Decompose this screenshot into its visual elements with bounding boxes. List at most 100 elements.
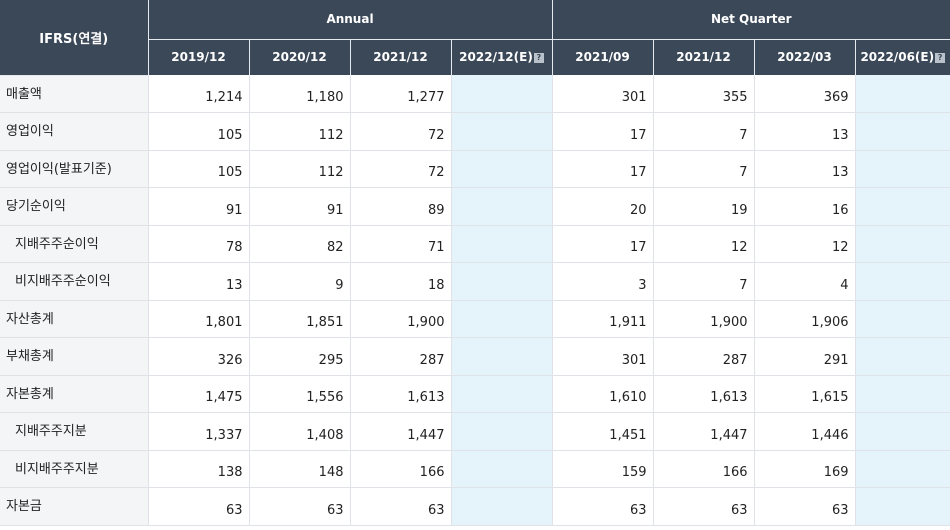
value-cell: 1,214 xyxy=(148,75,250,113)
value-cell: 1,615 xyxy=(754,375,856,413)
value-cell: 1,911 xyxy=(552,300,654,338)
estimate-cell xyxy=(451,412,553,451)
annual-header: Annual xyxy=(148,0,553,40)
value-cell: 13 xyxy=(754,112,856,151)
value-cell: 166 xyxy=(350,450,452,488)
value-cell: 1,851 xyxy=(249,300,351,338)
value-cell: 355 xyxy=(653,75,755,113)
row-label: 비지배주주지분 xyxy=(0,450,149,488)
estimate-cell xyxy=(855,450,950,488)
value-cell: 1,447 xyxy=(350,412,452,451)
value-cell: 1,451 xyxy=(552,412,654,451)
row-label: 영업이익 xyxy=(0,112,149,151)
value-cell: 17 xyxy=(552,150,654,188)
estimate-cell xyxy=(855,112,950,151)
value-cell: 138 xyxy=(148,450,250,488)
value-cell: 326 xyxy=(148,337,250,376)
value-cell: 72 xyxy=(350,112,452,151)
table-row: 자산총계 1,801 1,851 1,900 1,911 1,900 1,906 xyxy=(0,300,950,338)
value-cell: 1,556 xyxy=(249,375,351,413)
table-row: 지배주주순이익 78 82 71 17 12 12 xyxy=(0,225,950,263)
period-header: 2021/09 xyxy=(552,39,654,75)
table-row: 자본총계 1,475 1,556 1,613 1,610 1,613 1,615 xyxy=(0,375,950,413)
ifrs-header: IFRS(연결) xyxy=(0,0,149,76)
estimate-cell xyxy=(855,75,950,113)
value-cell: 91 xyxy=(148,187,250,226)
value-cell: 91 xyxy=(249,187,351,226)
value-cell: 7 xyxy=(653,112,755,151)
value-cell: 1,277 xyxy=(350,75,452,113)
estimate-cell xyxy=(451,337,553,376)
table-row: 부채총계 326 295 287 301 287 291 xyxy=(0,337,950,376)
value-cell: 7 xyxy=(653,150,755,188)
row-label: 매출액 xyxy=(0,75,149,113)
estimate-cell xyxy=(451,450,553,488)
table-row: 비지배주주지분 138 148 166 159 166 169 xyxy=(0,450,950,488)
value-cell: 17 xyxy=(552,225,654,263)
value-cell: 16 xyxy=(754,187,856,226)
estimate-cell xyxy=(855,150,950,188)
value-cell: 1,613 xyxy=(350,375,452,413)
row-label: 자본총계 xyxy=(0,375,149,413)
value-cell: 1,180 xyxy=(249,75,351,113)
value-cell: 1,906 xyxy=(754,300,856,338)
estimate-cell xyxy=(451,487,553,526)
value-cell: 112 xyxy=(249,150,351,188)
estimate-cell xyxy=(855,262,950,301)
value-cell: 12 xyxy=(653,225,755,263)
value-cell: 71 xyxy=(350,225,452,263)
table-row: 영업이익 105 112 72 17 7 13 xyxy=(0,112,950,151)
value-cell: 1,610 xyxy=(552,375,654,413)
estimate-cell xyxy=(451,225,553,263)
value-cell: 12 xyxy=(754,225,856,263)
table-row: 매출액 1,214 1,180 1,277 301 355 369 xyxy=(0,75,950,113)
estimate-cell xyxy=(451,262,553,301)
value-cell: 1,900 xyxy=(350,300,452,338)
value-cell: 301 xyxy=(552,337,654,376)
value-cell: 112 xyxy=(249,112,351,151)
row-label: 자본금 xyxy=(0,487,149,526)
value-cell: 1,447 xyxy=(653,412,755,451)
value-cell: 291 xyxy=(754,337,856,376)
row-label: 부채총계 xyxy=(0,337,149,376)
period-header-estimate: 2022/06(E)? xyxy=(855,39,950,75)
value-cell: 287 xyxy=(350,337,452,376)
value-cell: 63 xyxy=(249,487,351,526)
estimate-cell xyxy=(855,375,950,413)
value-cell: 63 xyxy=(350,487,452,526)
value-cell: 20 xyxy=(552,187,654,226)
value-cell: 1,446 xyxy=(754,412,856,451)
estimate-cell xyxy=(451,375,553,413)
value-cell: 82 xyxy=(249,225,351,263)
value-cell: 148 xyxy=(249,450,351,488)
value-cell: 63 xyxy=(552,487,654,526)
value-cell: 105 xyxy=(148,150,250,188)
value-cell: 63 xyxy=(148,487,250,526)
value-cell: 301 xyxy=(552,75,654,113)
table-body: 매출액 1,214 1,180 1,277 301 355 369 영업이익 105 112 72 1… xyxy=(0,75,950,526)
value-cell: 9 xyxy=(249,262,351,301)
estimate-cell xyxy=(451,150,553,188)
value-cell: 4 xyxy=(754,262,856,301)
value-cell: 18 xyxy=(350,262,452,301)
help-icon[interactable]: ? xyxy=(935,53,946,64)
row-label: 영업이익(발표기준) xyxy=(0,150,149,188)
estimate-cell xyxy=(451,187,553,226)
table-row: 비지배주주순이익 13 9 18 3 7 4 xyxy=(0,262,950,301)
value-cell: 72 xyxy=(350,150,452,188)
value-cell: 287 xyxy=(653,337,755,376)
help-icon[interactable]: ? xyxy=(533,53,544,64)
period-header: 2019/12 xyxy=(148,39,250,75)
net-quarter-header: Net Quarter xyxy=(552,0,950,40)
row-label: 비지배주주순이익 xyxy=(0,262,149,301)
table-row: 자본금 63 63 63 63 63 63 xyxy=(0,487,950,526)
estimate-cell xyxy=(855,187,950,226)
value-cell: 295 xyxy=(249,337,351,376)
row-label: 자산총계 xyxy=(0,300,149,338)
value-cell: 1,408 xyxy=(249,412,351,451)
value-cell: 13 xyxy=(754,150,856,188)
estimate-cell xyxy=(451,300,553,338)
period-header: 2022/03 xyxy=(754,39,856,75)
value-cell: 63 xyxy=(754,487,856,526)
